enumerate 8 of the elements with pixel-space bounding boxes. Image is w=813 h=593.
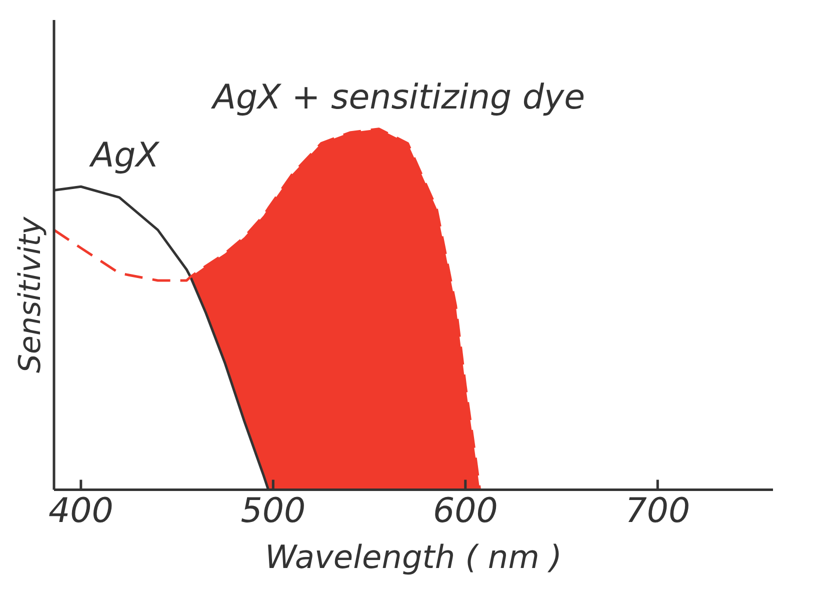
- y-axis-title: Sensitivity: [12, 216, 48, 373]
- x-tick-label: 700: [625, 491, 690, 532]
- x-tick-label: 500: [240, 491, 306, 532]
- x-tick-label: 400: [48, 491, 114, 532]
- x-axis-title: Wavelength ( nm ): [264, 538, 562, 576]
- series-label: AgX: [88, 135, 160, 176]
- series-label: AgX + sensitizing dye: [210, 78, 586, 118]
- x-tick-label: 600: [432, 491, 498, 532]
